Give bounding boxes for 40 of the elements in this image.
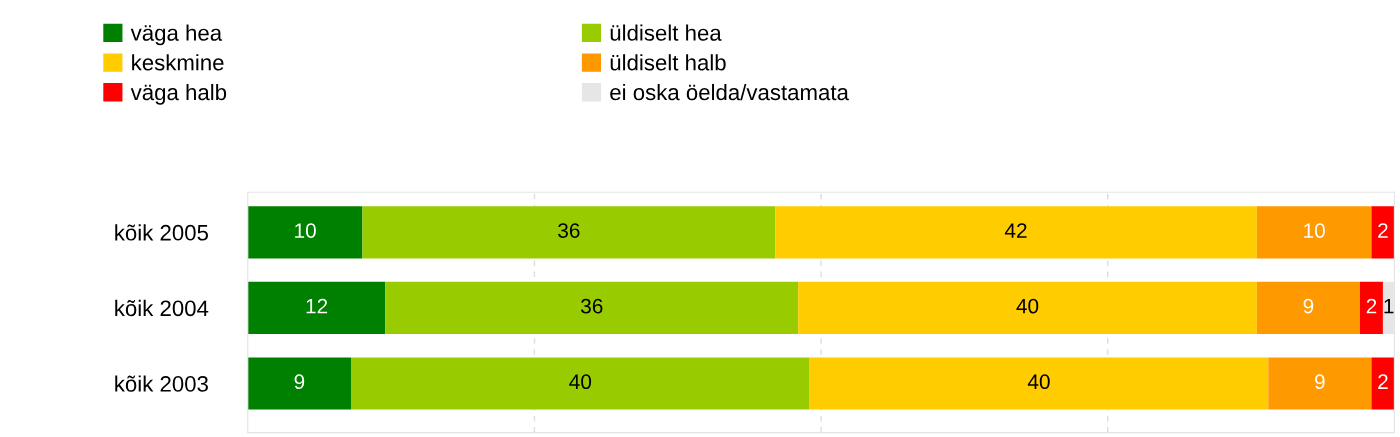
bar xyxy=(247,281,386,334)
legend-label: väga halb xyxy=(130,83,227,105)
bar xyxy=(1371,206,1395,259)
data-label: 40 xyxy=(1027,374,1050,390)
legend-label: väga hea xyxy=(130,24,223,46)
bar xyxy=(775,206,1257,259)
data-label: 2 xyxy=(1366,298,1377,314)
bar xyxy=(1268,357,1372,410)
bar xyxy=(247,357,351,410)
data-label: 2 xyxy=(1378,374,1388,389)
data-label: 10 xyxy=(1304,223,1325,238)
data-label: 9 xyxy=(1303,298,1314,314)
data-label: 9 xyxy=(294,374,305,390)
bar xyxy=(1256,281,1360,334)
data-label: 2 xyxy=(1378,223,1388,238)
data-label: 10 xyxy=(295,223,316,238)
data-label: 9 xyxy=(1315,374,1325,390)
bar xyxy=(1371,357,1395,410)
bar xyxy=(385,281,799,334)
y-tick-label: kõik 2005 xyxy=(115,224,208,241)
bar xyxy=(1360,281,1383,334)
y-tick-label: kõik 2003 xyxy=(115,375,208,392)
legend-label: ei oska öelda/vastamata xyxy=(610,83,849,101)
legend-label: üldiselt hea xyxy=(610,24,722,41)
y-tick-label: kõik 2004 xyxy=(115,299,209,317)
legend-label: üldiselt halb xyxy=(610,54,726,71)
data-label: 36 xyxy=(558,223,580,238)
data-label: 12 xyxy=(306,298,328,314)
bar xyxy=(798,281,1257,334)
bar xyxy=(809,357,1269,410)
bar xyxy=(350,357,810,410)
bar xyxy=(362,206,776,259)
bar xyxy=(1256,206,1372,259)
bar xyxy=(247,206,363,259)
data-label: 42 xyxy=(1004,223,1027,238)
data-label: 36 xyxy=(580,298,603,314)
data-label: 1 xyxy=(1384,298,1394,314)
data-label: 40 xyxy=(1016,298,1039,314)
legend-label: keskmine xyxy=(132,54,224,71)
data-label: 40 xyxy=(569,374,592,390)
